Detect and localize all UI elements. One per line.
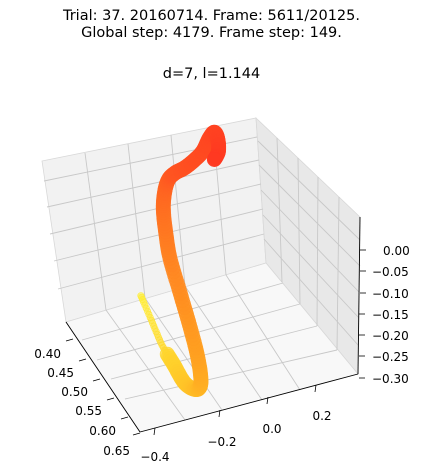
z-tick-label: −0.30 bbox=[372, 372, 409, 386]
trajectory-point bbox=[206, 152, 222, 168]
y-tick-label: 0.0 bbox=[262, 422, 281, 436]
z-axis-ticks bbox=[359, 249, 366, 379]
trajectory-series bbox=[137, 124, 227, 397]
z-tick-label: −0.10 bbox=[372, 287, 409, 301]
figure-title-line-2: Global step: 4179. Frame step: 149. bbox=[81, 25, 342, 41]
z-tick-label: −0.05 bbox=[372, 265, 409, 279]
y-tick-label: −0.4 bbox=[140, 450, 169, 464]
x-tick-label: 0.60 bbox=[89, 424, 116, 438]
z-tick-label: −0.15 bbox=[372, 308, 409, 322]
z-axis-line bbox=[357, 216, 361, 375]
z-tick-label: −0.20 bbox=[372, 329, 409, 343]
axes-title: d=7, l=1.144 bbox=[162, 66, 261, 82]
y-axis-line bbox=[139, 373, 359, 433]
x-tick-labels: 0.40 0.45 0.50 0.55 0.60 0.65 bbox=[34, 347, 130, 458]
x-tick-label: 0.45 bbox=[47, 366, 74, 380]
z-tick-labels: 0.00 −0.05 −0.10 −0.15 −0.20 −0.25 −0.30 bbox=[372, 244, 410, 386]
grid-lines bbox=[43, 126, 361, 421]
y-tick-labels: −0.4 −0.2 0.0 0.2 bbox=[140, 409, 331, 464]
y-axis-ticks bbox=[153, 384, 317, 436]
y-tick-label: −0.2 bbox=[207, 435, 236, 449]
figure-title-line-1: Trial: 37. 20160714. Frame: 5611/20125. bbox=[62, 8, 360, 24]
z-tick-label: 0.00 bbox=[383, 244, 410, 258]
x-axis-ticks bbox=[65, 338, 141, 436]
x-tick-label: 0.55 bbox=[75, 404, 102, 418]
x-tick-label: 0.65 bbox=[103, 444, 130, 458]
x-tick-label: 0.50 bbox=[61, 385, 88, 399]
x-tick-label: 0.40 bbox=[34, 347, 61, 361]
y-tick-label: 0.2 bbox=[312, 409, 331, 423]
z-tick-label: −0.25 bbox=[372, 350, 409, 364]
x-axis-line bbox=[65, 321, 141, 433]
